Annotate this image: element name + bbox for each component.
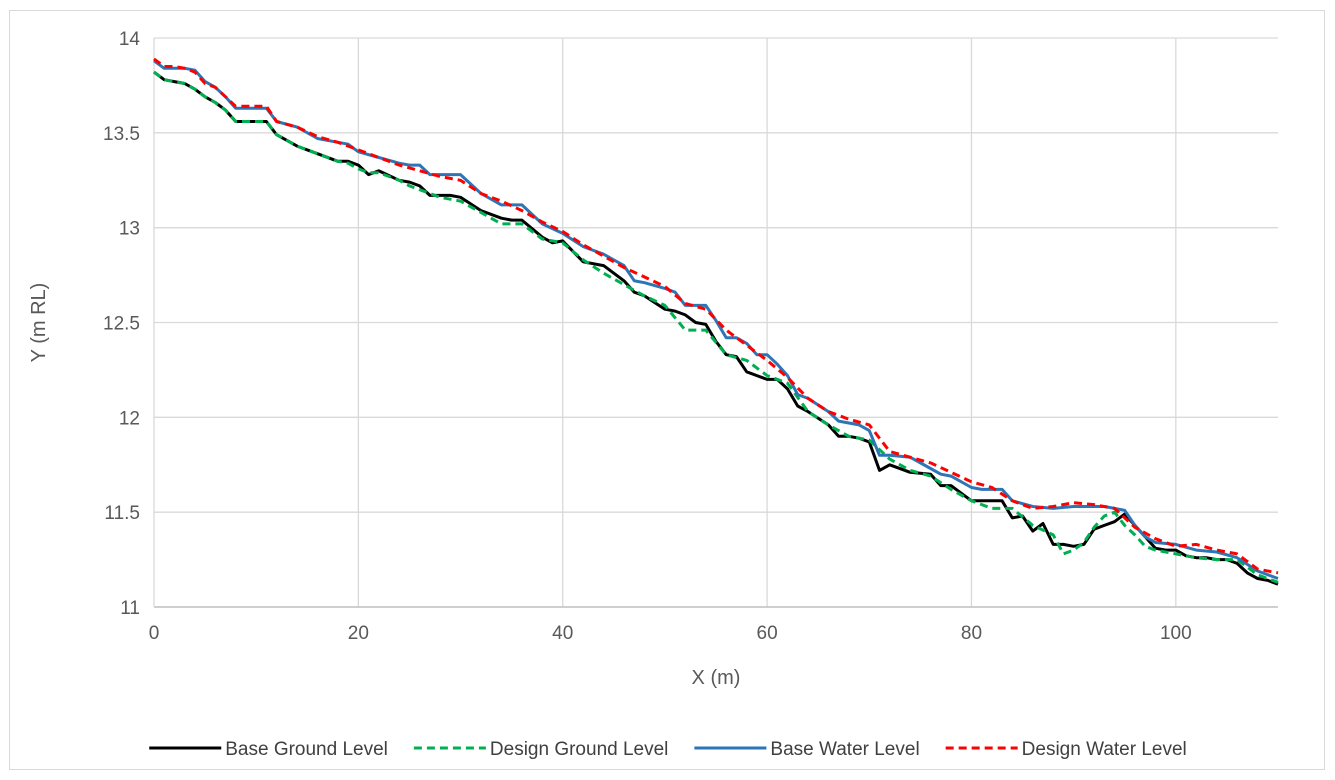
gridlines <box>154 37 1278 607</box>
legend-label: Design Ground Level <box>490 739 669 760</box>
legend-item: Base Ground Level <box>149 739 388 760</box>
x-tick-label: 40 <box>552 623 573 644</box>
x-tick-label: 0 <box>149 623 160 644</box>
y-axis-title: Y (m RL) <box>28 283 50 363</box>
series-line-base-water-level <box>153 59 1279 580</box>
legend-label: Base Ground Level <box>225 739 388 760</box>
legend: Base Ground Level Design Ground Level Base… <box>149 739 1187 760</box>
y-tick-labels: 11 11.5 12 12.5 13 13.5 14 <box>103 29 140 619</box>
series-lines <box>153 57 1279 586</box>
x-tick-label: 100 <box>1160 623 1192 644</box>
y-tick-label: 13 <box>119 219 140 240</box>
x-tick-label: 20 <box>348 623 369 644</box>
legend-label: Base Water Level <box>770 739 919 760</box>
axes <box>153 38 1278 608</box>
y-tick-label: 12 <box>119 408 140 429</box>
y-tick-label: 11.5 <box>104 503 140 524</box>
y-tick-label: 11 <box>120 598 140 619</box>
x-tick-label: 80 <box>961 623 982 644</box>
legend-label: Design Water Level <box>1022 739 1187 760</box>
legend-item: Design Ground Level <box>413 739 669 760</box>
legend-item: Base Water Level <box>694 739 920 760</box>
y-tick-label: 13.5 <box>103 124 140 145</box>
series-line-design-ground-level <box>153 70 1279 584</box>
y-tick-label: 14 <box>119 29 141 50</box>
series-line-base-ground-level <box>153 70 1279 586</box>
chart-frame: 0 20 40 60 80 100 11 11.5 12 12.5 13 13.5 14 X (m) … <box>9 10 1325 770</box>
legend-item: Design Water Level <box>945 739 1187 760</box>
series-line-design-water-level <box>153 57 1279 575</box>
x-axis-title: X (m) <box>692 667 741 689</box>
y-tick-label: 12.5 <box>103 314 140 335</box>
x-tick-labels: 0 20 40 60 80 100 <box>149 623 1192 644</box>
x-tick-label: 60 <box>757 623 778 644</box>
